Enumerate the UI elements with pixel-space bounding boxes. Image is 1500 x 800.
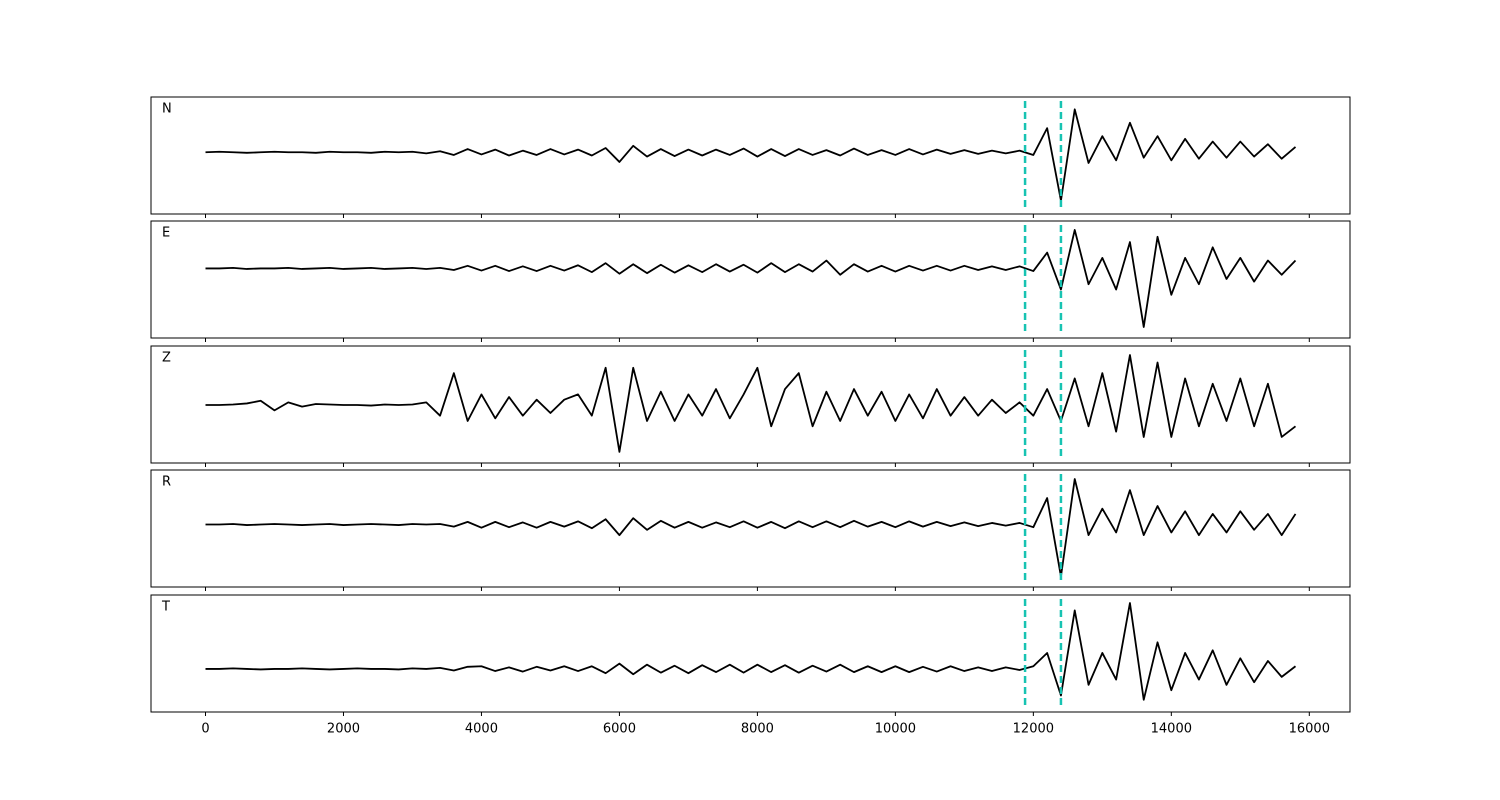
x-tick-label: 14000 <box>1151 722 1192 737</box>
x-tick-label: 6000 <box>603 722 636 737</box>
x-tick-label: 4000 <box>465 722 498 737</box>
panel-label: E <box>162 226 170 241</box>
x-tick-label: 10000 <box>875 722 916 737</box>
waveform <box>205 602 1297 701</box>
panel-frame <box>150 345 1351 464</box>
panel-frame <box>150 220 1351 339</box>
x-tick-label: 8000 <box>741 722 774 737</box>
waveform <box>205 229 1297 328</box>
x-tick-label: 16000 <box>1289 722 1330 737</box>
panel-frame <box>150 469 1351 588</box>
panel-frame <box>150 594 1351 713</box>
panel-frame <box>150 96 1351 215</box>
x-tick-label: 0 <box>201 722 209 737</box>
panel-label: T <box>161 600 170 615</box>
panel-label: Z <box>162 351 171 366</box>
panel-label: N <box>162 102 172 117</box>
waveform <box>205 354 1297 453</box>
x-tick-label: 12000 <box>1013 722 1054 737</box>
x-tick-label: 2000 <box>327 722 360 737</box>
waveform <box>205 478 1297 578</box>
waveform <box>205 108 1297 202</box>
panel-label: R <box>162 475 171 490</box>
